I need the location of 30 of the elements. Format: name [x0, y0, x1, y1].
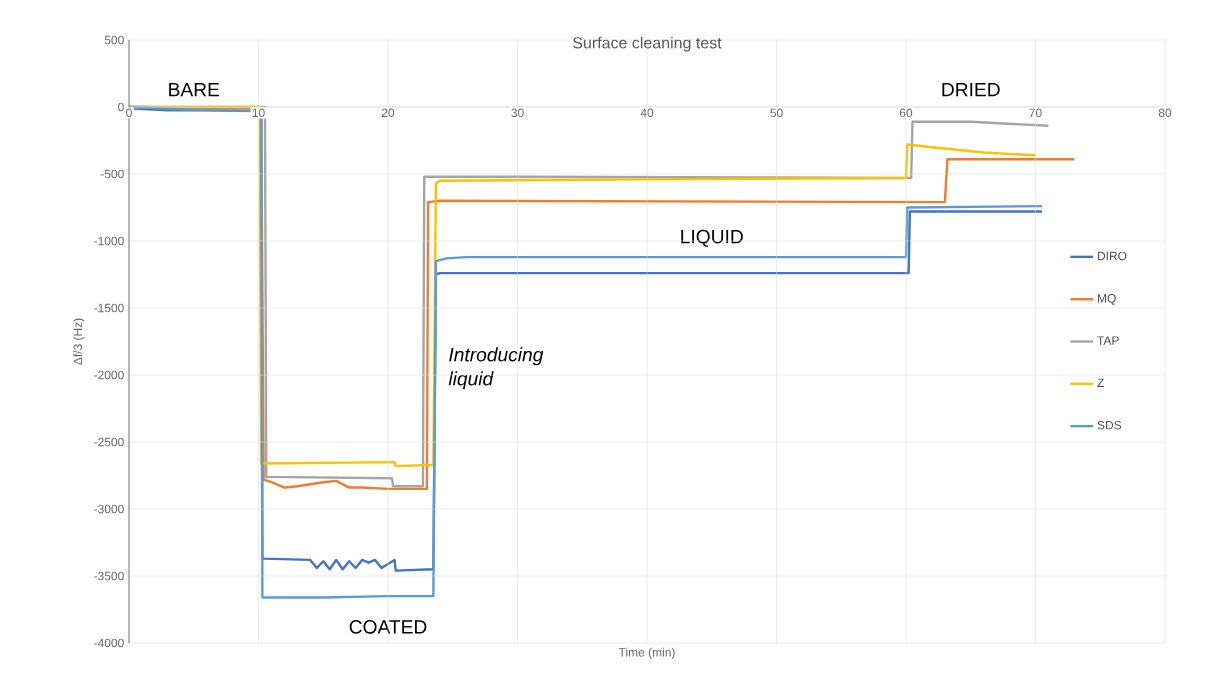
annotation: DRIED [942, 82, 1000, 97]
x-tick-label: 80 [1158, 108, 1172, 118]
x-tick-label: 30 [511, 108, 524, 118]
chart-title: Surface cleaning test [573, 36, 722, 52]
y-tick-label: 500 [104, 35, 124, 45]
y-tick-label: -1000 [94, 236, 124, 246]
x-tick-label: 20 [381, 108, 395, 118]
x-tick-label: 60 [899, 108, 913, 118]
x-tick-label: 70 [1029, 108, 1042, 118]
y-tick-label: -4000 [94, 638, 124, 648]
legend-label: Z [1097, 378, 1104, 387]
x-tick-label: 50 [770, 108, 783, 118]
x-axis-title: Time (min) [618, 647, 675, 659]
y-tick-label: -3500 [94, 571, 124, 581]
legend-label: SDS [1097, 420, 1122, 430]
x-tick-label: 0 [126, 108, 132, 118]
legend-label: TAP [1097, 336, 1119, 345]
annotation: BARE [169, 82, 220, 97]
annotation: LIQUID [681, 229, 743, 247]
legend-label: MQ [1097, 294, 1116, 305]
y-tick-label: -3000 [94, 504, 124, 514]
y-tick-label: -2000 [94, 370, 124, 380]
y-tick-label: -1500 [94, 303, 124, 313]
y-axis-title: Δf/3 (Hz) [73, 318, 85, 365]
annotation: Introducing liquid [448, 347, 544, 390]
y-tick-label: -500 [100, 169, 124, 179]
annotation: COATED [349, 620, 427, 634]
x-tick-label: 40 [640, 108, 654, 118]
legend-label: DIRO [1097, 251, 1127, 261]
y-tick-label: -2500 [94, 437, 124, 447]
